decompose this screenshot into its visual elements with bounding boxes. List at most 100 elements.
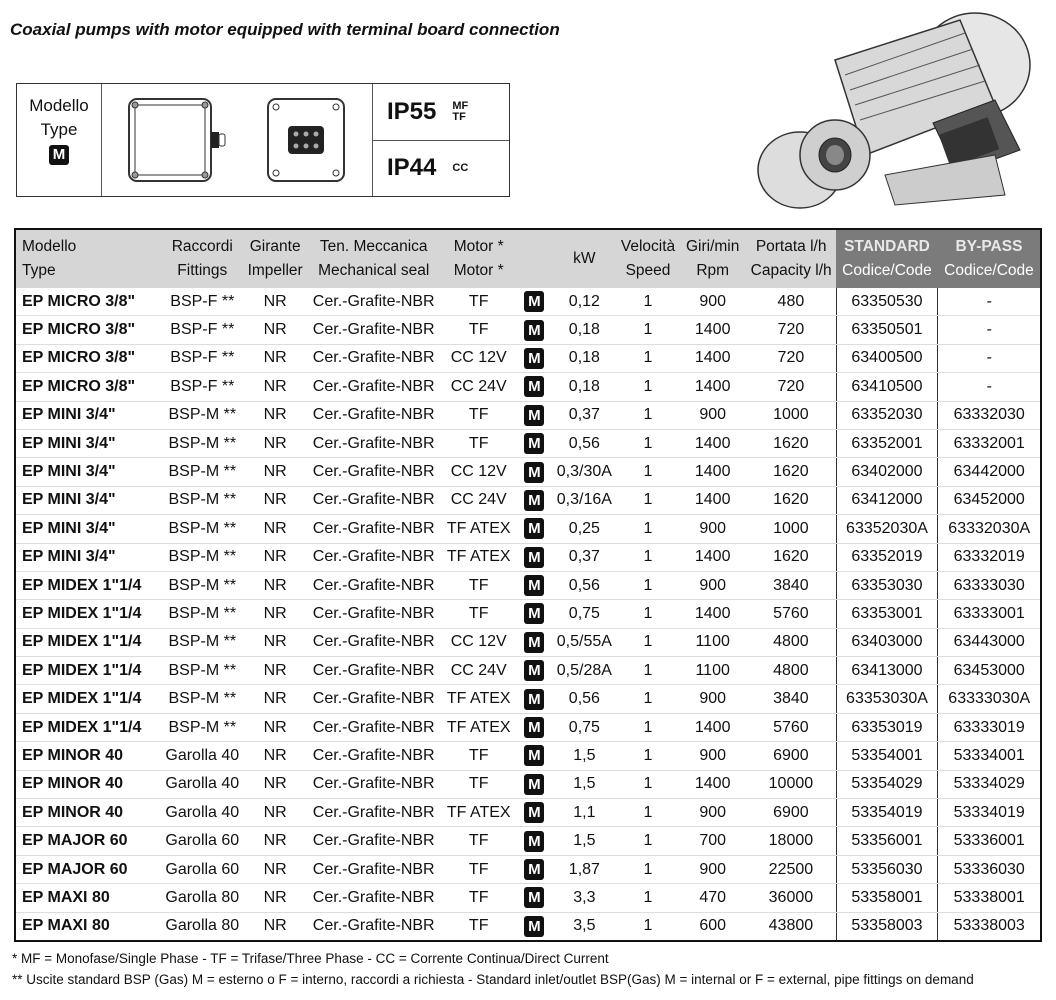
header-rpm-line1: Giri/min: [685, 238, 740, 255]
cell-impeller: NR: [243, 684, 308, 714]
cell-fittings: BSP-F **: [161, 344, 244, 374]
header-capacity-line2: Capacity l/h: [750, 262, 832, 279]
cell-seal: Cer.-Grafite-NBR: [307, 543, 441, 572]
cell-model: EP MIDEX 1"1/4: [15, 713, 162, 743]
footnote-motor: * MF = Monofase/Single Phase - TF = Trif…: [12, 951, 609, 966]
cell-motor: TF: [440, 855, 518, 885]
protection-rating: IP55 MF TF IP44 CC: [373, 84, 509, 196]
cell-m-badge: M: [517, 344, 552, 374]
cell-motor: TF: [440, 599, 518, 629]
type-box: Modello Type M IP55 MF TF IP44 CC: [16, 83, 510, 197]
cell-model: EP MICRO 3/8": [15, 344, 162, 374]
cell-kw: 0,5/55A: [551, 628, 617, 658]
table-row: EP MAJOR 60 Garolla 60 NR Cer.-Grafite-NBR T…: [15, 855, 1041, 885]
cell-seal: Cer.-Grafite-NBR: [307, 372, 441, 402]
cell-m-badge: M: [517, 599, 552, 629]
cell-seal: Cer.-Grafite-NBR: [307, 315, 441, 345]
cell-fittings: Garolla 60: [161, 826, 244, 856]
header-capacity: Portata l/h Capacity l/h: [746, 229, 836, 288]
tf-label: TF: [452, 110, 466, 123]
cell-standard-code: 53358001: [835, 883, 938, 913]
cell-capacity: 480: [746, 288, 836, 317]
cell-kw: 0,3/30A: [551, 457, 617, 487]
cell-m-badge: M: [517, 656, 552, 686]
ip55-motor-types: MF TF: [452, 100, 468, 123]
cell-capacity: 1620: [746, 457, 836, 487]
cell-motor: TF: [440, 571, 518, 601]
cell-bypass-code: 63333030A: [937, 684, 1041, 714]
cell-motor: CC 24V: [440, 486, 518, 516]
header-rpm-line2: Rpm: [696, 262, 730, 279]
cell-speed: 1: [616, 372, 680, 402]
cell-rpm: 1100: [679, 656, 747, 686]
cell-motor: TF ATEX: [440, 713, 518, 743]
cell-fittings: BSP-M **: [161, 628, 244, 658]
cell-speed: 1: [616, 713, 680, 743]
header-fittings: Raccordi Fittings: [161, 229, 244, 288]
header-standard-code: STANDARD Codice/Code: [836, 229, 938, 288]
m-badge: M: [524, 802, 545, 824]
cell-impeller: NR: [243, 855, 308, 885]
cell-kw: 0,37: [551, 401, 617, 430]
cell-m-badge: M: [517, 770, 552, 800]
cell-rpm: 1400: [679, 315, 747, 345]
cell-bypass-code: 63332019: [937, 543, 1041, 572]
cell-bypass-code: 53336030: [937, 855, 1041, 885]
cell-standard-code: 53358003: [835, 912, 938, 942]
cell-bypass-code: 53334029: [937, 770, 1041, 800]
cell-fittings: BSP-M **: [161, 656, 244, 686]
cell-impeller: NR: [243, 401, 308, 430]
cell-model: EP MICRO 3/8": [15, 315, 162, 345]
cell-impeller: NR: [243, 713, 308, 743]
cell-m-badge: M: [517, 713, 552, 743]
cell-standard-code: 63350530: [835, 288, 938, 317]
cell-rpm: 900: [679, 288, 747, 317]
cell-seal: Cer.-Grafite-NBR: [307, 401, 441, 430]
cell-capacity: 1620: [746, 429, 836, 459]
header-motor-line1: Motor *: [453, 238, 504, 255]
m-badge: M: [48, 145, 70, 165]
cell-seal: Cer.-Grafite-NBR: [307, 741, 441, 771]
cell-kw: 0,75: [551, 599, 617, 629]
cell-standard-code: 53354001: [835, 741, 938, 771]
cell-capacity: 1620: [746, 486, 836, 516]
cell-rpm: 1400: [679, 543, 747, 572]
cell-standard-code: 63413000: [835, 656, 938, 686]
cell-fittings: Garolla 80: [161, 883, 244, 913]
cell-bypass-code: 63443000: [937, 628, 1041, 658]
m-badge: M: [524, 489, 545, 511]
cell-model: EP MAJOR 60: [15, 826, 162, 856]
cell-rpm: 900: [679, 571, 747, 601]
cell-standard-code: 63410500: [835, 372, 938, 402]
cell-bypass-code: 53334019: [937, 798, 1041, 828]
m-badge: M: [524, 859, 545, 880]
cell-seal: Cer.-Grafite-NBR: [307, 684, 441, 714]
cell-model: EP MINI 3/4": [15, 486, 162, 516]
cell-capacity: 22500: [746, 855, 836, 885]
header-m-badge: [517, 229, 552, 288]
cell-kw: 0,18: [551, 344, 617, 374]
cell-motor: TF: [440, 401, 518, 430]
cell-impeller: NR: [243, 543, 308, 572]
cell-standard-code: 53354019: [835, 798, 938, 828]
cell-fittings: BSP-M **: [161, 514, 244, 544]
cell-motor: TF: [440, 429, 518, 459]
cell-model: EP MIDEX 1"1/4: [15, 656, 162, 686]
cell-speed: 1: [616, 457, 680, 487]
table-row: EP MINI 3/4" BSP-M ** NR Cer.-Grafite-NBR TF…: [15, 543, 1041, 572]
cell-impeller: NR: [243, 770, 308, 800]
header-seal-line2: Mechanical seal: [318, 262, 430, 279]
cell-speed: 1: [616, 684, 680, 714]
cell-bypass-code: 63332030A: [937, 514, 1041, 544]
cell-kw: 3,3: [551, 883, 617, 913]
cell-model: EP MAXI 80: [15, 883, 162, 913]
cell-motor: CC 12V: [440, 628, 518, 658]
cell-standard-code: 63352030: [835, 401, 938, 430]
m-badge: M: [524, 347, 545, 369]
cell-capacity: 1620: [746, 543, 836, 572]
cell-fittings: BSP-F **: [161, 372, 244, 402]
cell-capacity: 6900: [746, 798, 836, 828]
table-row: EP MIDEX 1"1/4 BSP-M ** NR Cer.-Grafite-NBR…: [15, 599, 1041, 629]
cell-motor: TF: [440, 826, 518, 856]
m-badge: M: [524, 603, 545, 625]
